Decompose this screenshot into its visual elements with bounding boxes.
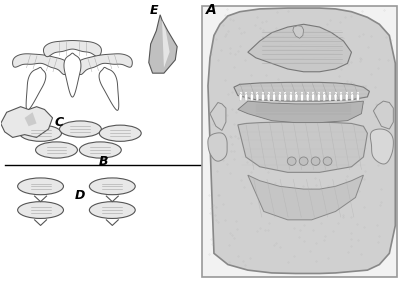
Polygon shape: [238, 122, 368, 172]
Polygon shape: [334, 93, 337, 100]
Text: B: B: [98, 155, 108, 168]
Ellipse shape: [36, 142, 78, 158]
Polygon shape: [370, 129, 393, 164]
Polygon shape: [250, 93, 254, 100]
Polygon shape: [75, 54, 132, 74]
Polygon shape: [289, 93, 292, 100]
Polygon shape: [25, 112, 36, 126]
Text: E: E: [150, 5, 159, 17]
Polygon shape: [293, 26, 304, 38]
Polygon shape: [373, 101, 393, 129]
Polygon shape: [300, 93, 304, 100]
Polygon shape: [284, 93, 287, 100]
Polygon shape: [317, 93, 320, 100]
Polygon shape: [238, 101, 364, 123]
Polygon shape: [340, 93, 343, 100]
Polygon shape: [234, 82, 370, 101]
Polygon shape: [26, 67, 46, 110]
Polygon shape: [351, 93, 354, 100]
Polygon shape: [261, 93, 264, 100]
Ellipse shape: [311, 157, 320, 165]
Polygon shape: [208, 133, 227, 161]
Ellipse shape: [80, 142, 121, 158]
Text: D: D: [74, 189, 85, 202]
Ellipse shape: [99, 125, 141, 141]
Polygon shape: [295, 93, 298, 100]
Ellipse shape: [299, 157, 308, 165]
Ellipse shape: [89, 178, 135, 195]
Ellipse shape: [20, 125, 62, 141]
Polygon shape: [256, 93, 259, 100]
Polygon shape: [162, 20, 170, 68]
Text: A: A: [206, 3, 217, 17]
Ellipse shape: [18, 202, 64, 219]
Ellipse shape: [89, 202, 135, 219]
Polygon shape: [356, 93, 360, 100]
Polygon shape: [267, 93, 270, 100]
Polygon shape: [306, 93, 309, 100]
Polygon shape: [210, 102, 226, 131]
Polygon shape: [208, 8, 395, 274]
Ellipse shape: [323, 157, 332, 165]
Ellipse shape: [60, 121, 101, 137]
FancyBboxPatch shape: [202, 6, 396, 277]
Polygon shape: [149, 15, 177, 73]
Polygon shape: [12, 54, 70, 74]
Polygon shape: [312, 93, 315, 100]
Polygon shape: [323, 93, 326, 100]
Polygon shape: [44, 41, 102, 57]
Text: C: C: [54, 116, 64, 129]
Polygon shape: [272, 93, 276, 100]
Polygon shape: [345, 93, 348, 100]
Polygon shape: [278, 93, 281, 100]
Polygon shape: [248, 175, 364, 220]
Polygon shape: [64, 53, 81, 97]
Polygon shape: [1, 107, 52, 137]
Polygon shape: [239, 93, 242, 100]
Ellipse shape: [287, 157, 296, 165]
Polygon shape: [99, 67, 119, 110]
Polygon shape: [245, 93, 248, 100]
Ellipse shape: [18, 178, 64, 195]
Polygon shape: [248, 24, 352, 72]
Polygon shape: [328, 93, 332, 100]
